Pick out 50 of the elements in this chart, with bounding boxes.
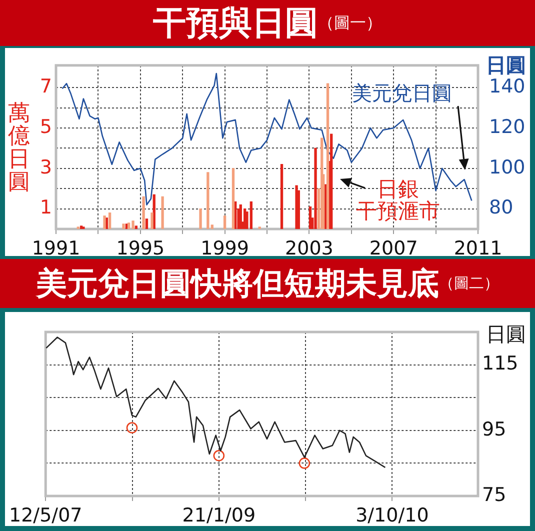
bar xyxy=(280,164,284,229)
y-axis-title: 日圓 xyxy=(486,322,526,346)
y2-tick-label: 80 xyxy=(489,196,514,219)
y-tick-label: 3 xyxy=(40,156,52,178)
y2-tick-label: 140 xyxy=(489,76,526,98)
bar xyxy=(326,83,330,229)
bar xyxy=(108,212,112,229)
series-label: 美元兌日圓 xyxy=(352,80,452,107)
bar xyxy=(134,226,138,229)
y-axis-title: 萬億日圓 xyxy=(8,101,31,196)
point xyxy=(298,458,310,469)
bar xyxy=(150,212,154,229)
bar xyxy=(232,168,235,229)
bar xyxy=(122,224,125,229)
bar xyxy=(132,220,134,229)
bar xyxy=(206,172,210,229)
chart-title: 干預與日圓 xyxy=(153,2,318,44)
x-tick-label: 3/10/10 xyxy=(356,504,429,526)
bar xyxy=(223,216,226,229)
y2-axis-title: 日圓 xyxy=(486,52,526,78)
x-tick-label: 12/5/07 xyxy=(8,504,82,526)
x-tick-label: 1999 xyxy=(200,237,249,260)
x-tick-label: 2003 xyxy=(285,237,334,260)
x-tick-label: 21/1/09 xyxy=(182,504,256,526)
y2-tick-label: 120 xyxy=(489,116,526,138)
point xyxy=(213,450,225,462)
y-tick-label: 1 xyxy=(40,196,52,219)
bar xyxy=(161,196,164,229)
x-tick-label: 1995 xyxy=(116,237,165,260)
y-tick-label: 75 xyxy=(482,484,506,506)
bar xyxy=(250,201,253,229)
point xyxy=(126,422,138,434)
bar xyxy=(330,134,333,229)
bar xyxy=(199,208,202,229)
y-tick-label: 115 xyxy=(482,352,518,375)
y-tick-label: 7 xyxy=(40,76,52,98)
y-tick-label: 95 xyxy=(482,418,506,440)
y-tick-label: 5 xyxy=(40,116,52,138)
chart-title: 美元兌日圓快將但短期未見底 xyxy=(36,264,439,304)
annotation: 日銀干預滙市 xyxy=(355,177,441,224)
x-tick-label: 2007 xyxy=(369,237,418,260)
bar xyxy=(295,185,298,229)
bar xyxy=(314,148,317,229)
chart-subtitle: （圖一） xyxy=(318,12,382,34)
chart-subtitle: （圖二） xyxy=(439,274,499,293)
bar xyxy=(145,218,148,229)
x-tick-label: 1991 xyxy=(32,237,80,260)
y2-tick-label: 100 xyxy=(489,156,526,178)
x-tick-label: 2011 xyxy=(454,237,502,260)
bar xyxy=(142,196,145,229)
